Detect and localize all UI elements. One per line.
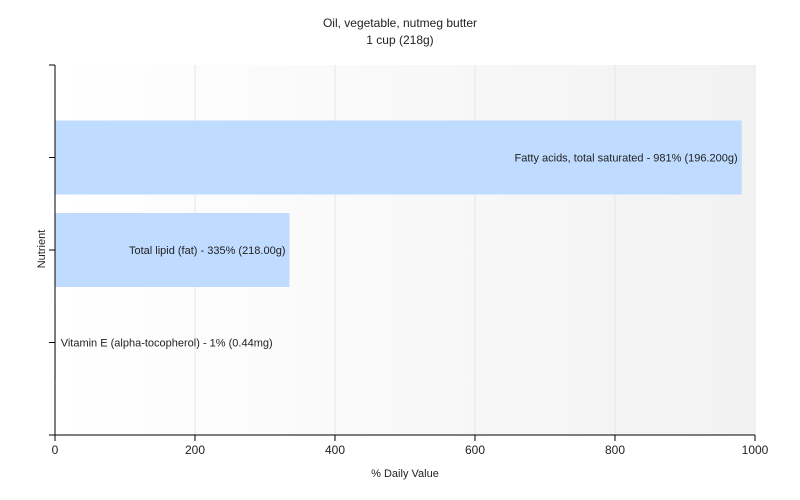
bar-label-0: Fatty acids, total saturated - 981% (196… [515, 153, 738, 165]
bar-label-1: Total lipid (fat) - 335% (218.00g) [129, 245, 286, 257]
bar-1 [55, 213, 290, 287]
bars [55, 120, 742, 380]
x-tick-label-800: 800 [605, 443, 625, 457]
chart-subtitle: 1 cup (218g) [366, 33, 433, 47]
bar-0 [55, 120, 742, 195]
x-tick-label-200: 200 [185, 443, 205, 457]
chart-title: Oil, vegetable, nutmeg butter [323, 16, 477, 30]
x-tick-label-1000: 1000 [742, 443, 769, 457]
bar-label-2: Vitamin E (alpha-tocopherol) - 1% (0.44m… [61, 338, 273, 350]
x-tick-label-400: 400 [325, 443, 345, 457]
x-tick-label-600: 600 [465, 443, 485, 457]
x-tick-label-0: 0 [52, 443, 59, 457]
x-axis-label: % Daily Value [371, 468, 439, 480]
data-labels: Fatty acids, total saturated - 981% (196… [61, 153, 738, 350]
y-axis-label: Nutrient [36, 230, 48, 269]
axes: 0 200 400 600 800 1000 [49, 64, 769, 457]
